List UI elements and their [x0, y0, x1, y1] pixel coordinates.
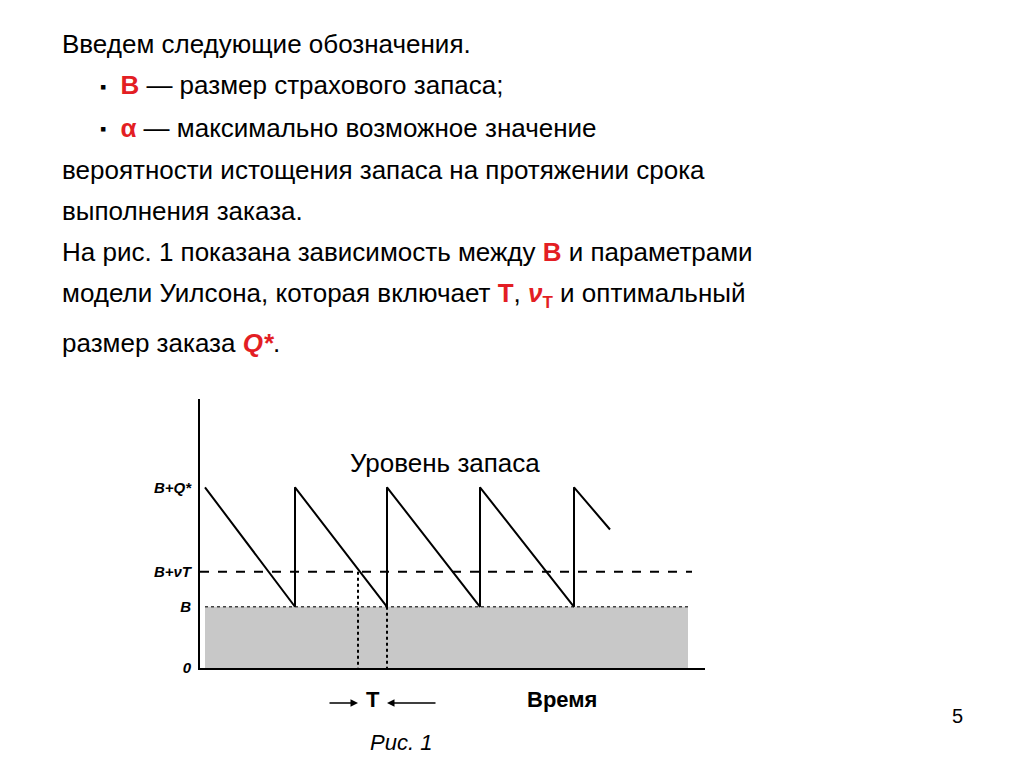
svg-text:Уровень запаса: Уровень запаса [350, 448, 540, 478]
svg-text:B+Q*: B+Q* [154, 479, 192, 496]
html-text:Введем следующие обозначения.: Введем следующие обозначения. [62, 29, 471, 59]
html-text:На рис. 1 показана зависимость: На рис. 1 показана зависимость между B и… [62, 237, 753, 268]
html-text:5: 5 [952, 705, 964, 727]
svg-text:0: 0 [183, 659, 192, 676]
html-text:модели Уилсона, которая включа: модели Уилсона, которая включает T, νTи … [62, 278, 746, 313]
html-text:Рис. 1: Рис. 1 [370, 730, 433, 755]
html-text:α — максимально возможное знач: α — максимально возможное значение [120, 112, 597, 143]
html-text:выполнения заказа.: выполнения заказа. [62, 196, 303, 227]
html-text:размер заказа Q*.: размер заказа Q*. [62, 328, 281, 359]
html-text:вероятности истощения запаса н: вероятности истощения запаса на протяжен… [62, 155, 705, 186]
svg-text:B+νT: B+νT [154, 563, 193, 580]
html-text:B — размер страхового запаса;: B — размер страхового запаса; [120, 70, 504, 100]
svg-text:B: B [180, 598, 191, 615]
svg-text:T: T [366, 687, 380, 712]
svg-text:Время: Время [527, 687, 597, 712]
